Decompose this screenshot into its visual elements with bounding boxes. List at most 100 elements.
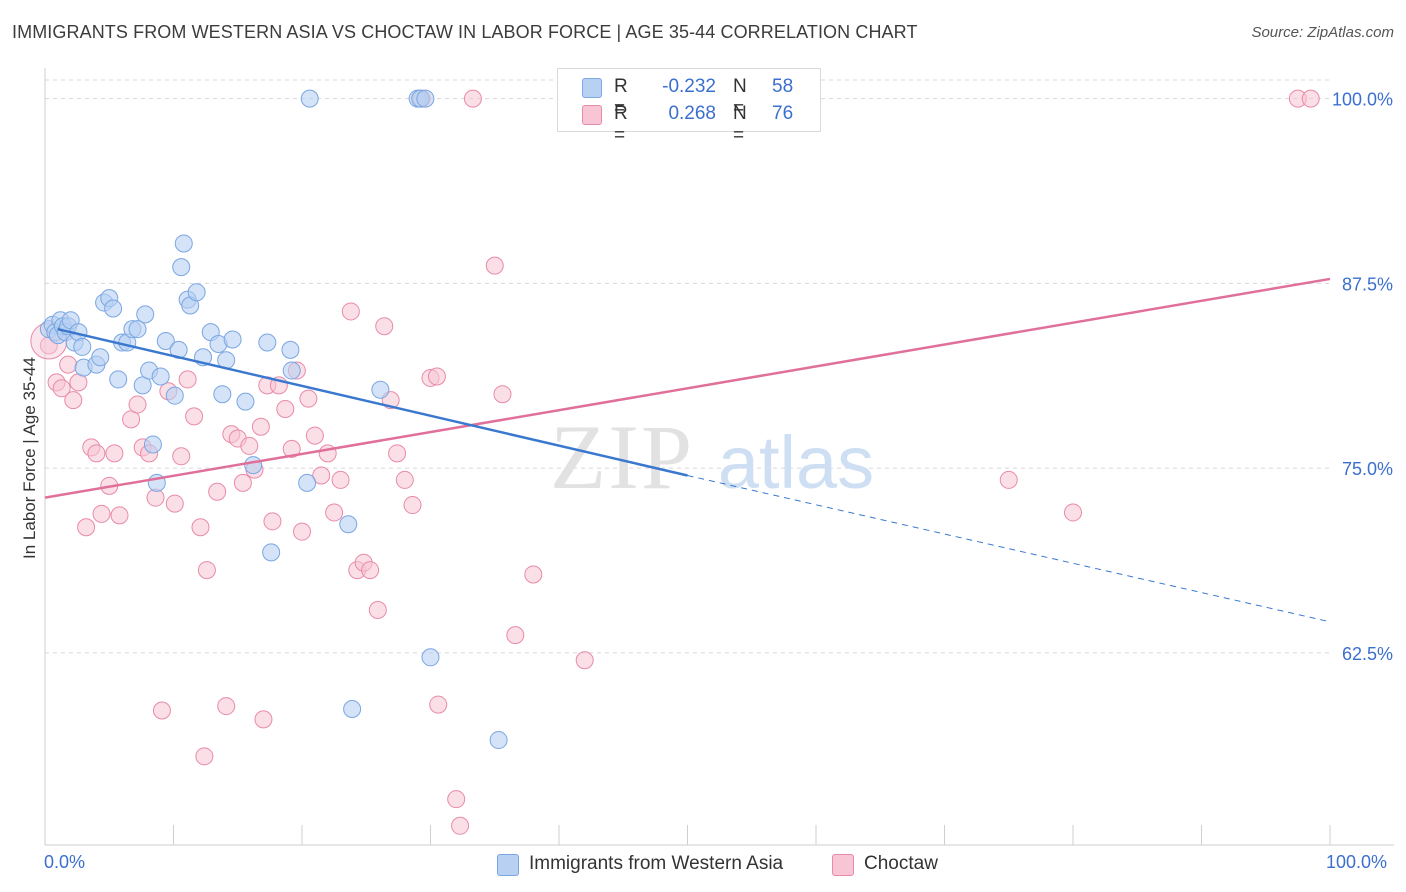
y-tick-label-3: 100.0% bbox=[1332, 90, 1393, 110]
western-asia-point-17 bbox=[104, 299, 123, 318]
western-asia-point-42 bbox=[223, 330, 242, 349]
choctaw-point-41 bbox=[299, 389, 318, 408]
western-asia-point-57 bbox=[421, 648, 440, 667]
western-asia-point-36 bbox=[187, 283, 206, 302]
western-asia-point-14 bbox=[91, 348, 110, 367]
choctaw-point-38 bbox=[282, 439, 301, 458]
choctaw-point-3 bbox=[59, 355, 78, 374]
western-asia-point-43 bbox=[236, 392, 255, 411]
choctaw-point-54 bbox=[388, 444, 407, 463]
x-tick-label-max: 100.0% bbox=[1326, 852, 1388, 872]
legend-label: Choctaw bbox=[864, 853, 938, 874]
y-tick-label-2: 87.5% bbox=[1342, 274, 1393, 294]
choctaw-point-75 bbox=[427, 367, 446, 386]
western-asia-points bbox=[39, 89, 508, 750]
choctaw-point-60 bbox=[447, 790, 466, 809]
choctaw-point-23 bbox=[185, 407, 204, 426]
choctaw-point-9 bbox=[92, 504, 111, 523]
western-asia-point-40 bbox=[213, 385, 232, 404]
choctaw-point-26 bbox=[208, 482, 227, 501]
western-asia-point-44 bbox=[244, 456, 263, 475]
choctaw-point-69 bbox=[999, 470, 1018, 489]
western-asia-point-29 bbox=[156, 331, 175, 350]
choctaw-point-73 bbox=[195, 747, 214, 766]
choctaw-point-6 bbox=[77, 518, 96, 537]
stats-swatch-pink bbox=[582, 105, 602, 125]
legend-swatch-pink bbox=[832, 854, 854, 876]
chart-title: IMMIGRANTS FROM WESTERN ASIA VS CHOCTAW … bbox=[12, 22, 918, 42]
western-asia-trend-line bbox=[57, 327, 688, 477]
choctaw-point-27 bbox=[217, 697, 236, 716]
choctaw-point-47 bbox=[341, 302, 360, 321]
western-asia-point-33 bbox=[172, 258, 191, 277]
x-tick-label-min: 0.0% bbox=[44, 852, 86, 872]
choctaw-point-4 bbox=[64, 391, 83, 410]
choctaw-point-8 bbox=[87, 444, 106, 463]
choctaw-point-14 bbox=[128, 395, 147, 414]
choctaw-point-21 bbox=[172, 447, 191, 466]
choctaw-point-45 bbox=[325, 503, 344, 522]
western-asia-point-53 bbox=[371, 380, 390, 399]
choctaw-point-25 bbox=[197, 561, 216, 580]
western-asia-point-50 bbox=[300, 89, 319, 108]
western-asia-point-32 bbox=[174, 234, 193, 253]
y-tick-label-1: 75.0% bbox=[1342, 459, 1393, 479]
choctaw-point-61 bbox=[451, 816, 470, 835]
choctaw-point-35 bbox=[263, 512, 282, 531]
western-asia-point-30 bbox=[165, 386, 184, 405]
stats-box: R = -0.232 N = 58 R = 0.268 N = 76 bbox=[557, 68, 821, 146]
choctaw-point-11 bbox=[105, 444, 124, 463]
western-asia-point-51 bbox=[339, 515, 358, 534]
choctaw-point-51 bbox=[368, 600, 387, 619]
stats-swatch-blue bbox=[582, 78, 602, 98]
y-axis-label: In Labor Force | Age 35-44 bbox=[20, 357, 39, 559]
n-value: 76 bbox=[772, 103, 794, 124]
choctaw-point-52 bbox=[375, 317, 394, 336]
choctaw-point-2 bbox=[52, 379, 71, 398]
choctaw-point-72 bbox=[1301, 89, 1320, 108]
r-value: -0.232 bbox=[662, 76, 716, 97]
western-asia-point-58 bbox=[489, 731, 508, 750]
choctaw-point-66 bbox=[524, 565, 543, 584]
choctaw-point-50 bbox=[361, 561, 380, 580]
choctaw-point-55 bbox=[395, 470, 414, 489]
western-asia-point-47 bbox=[282, 361, 301, 380]
western-asia-point-45 bbox=[258, 333, 277, 352]
choctaw-point-67 bbox=[575, 651, 594, 670]
western-asia-point-28 bbox=[151, 367, 170, 386]
western-asia-point-49 bbox=[298, 473, 317, 492]
choctaw-point-24 bbox=[191, 518, 210, 537]
choctaw-trend-line bbox=[44, 277, 1331, 499]
choctaw-point-40 bbox=[293, 522, 311, 541]
n-label: N = bbox=[733, 76, 747, 119]
y-tick-labels: 62.5% 75.0% 87.5% 100.0% bbox=[1332, 90, 1393, 664]
western-asia-point-46 bbox=[262, 543, 281, 562]
r-label: R = bbox=[614, 76, 628, 119]
legend-swatch-blue bbox=[497, 854, 519, 876]
choctaw-point-56 bbox=[403, 496, 422, 515]
choctaw-point-22 bbox=[178, 370, 197, 389]
choctaw-point-30 bbox=[233, 473, 252, 492]
western-asia-point-22 bbox=[128, 320, 147, 339]
choctaw-point-70 bbox=[1064, 503, 1082, 522]
western-asia-point-11 bbox=[73, 337, 92, 356]
choctaw-point-37 bbox=[276, 399, 295, 418]
watermark-atlas: atlas bbox=[718, 421, 874, 504]
choctaw-point-31 bbox=[240, 436, 259, 455]
choctaw-point-64 bbox=[493, 385, 512, 404]
axes bbox=[44, 68, 1394, 846]
choctaw-point-74 bbox=[254, 710, 273, 729]
choctaw-point-62 bbox=[463, 89, 482, 108]
watermark: ZIP atlas bbox=[550, 406, 874, 508]
western-asia-point-56 bbox=[416, 89, 435, 108]
western-asia-point-48 bbox=[281, 340, 300, 359]
n-value: 58 bbox=[772, 76, 794, 97]
y-tick-label-0: 62.5% bbox=[1342, 644, 1393, 664]
legend-label: Immigrants from Western Asia bbox=[529, 853, 784, 874]
choctaw-point-46 bbox=[331, 470, 350, 489]
r-label: R = bbox=[614, 103, 628, 146]
n-label: N = bbox=[733, 103, 747, 146]
choctaw-point-63 bbox=[485, 256, 504, 275]
grid-lines bbox=[45, 79, 1330, 654]
r-value: 0.268 bbox=[668, 103, 716, 124]
